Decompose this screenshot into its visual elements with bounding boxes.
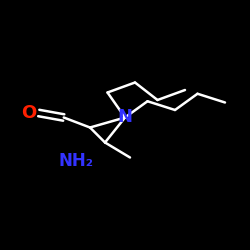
Text: NH₂: NH₂ [59,152,94,170]
Text: N: N [118,108,132,126]
Text: O: O [21,104,36,122]
